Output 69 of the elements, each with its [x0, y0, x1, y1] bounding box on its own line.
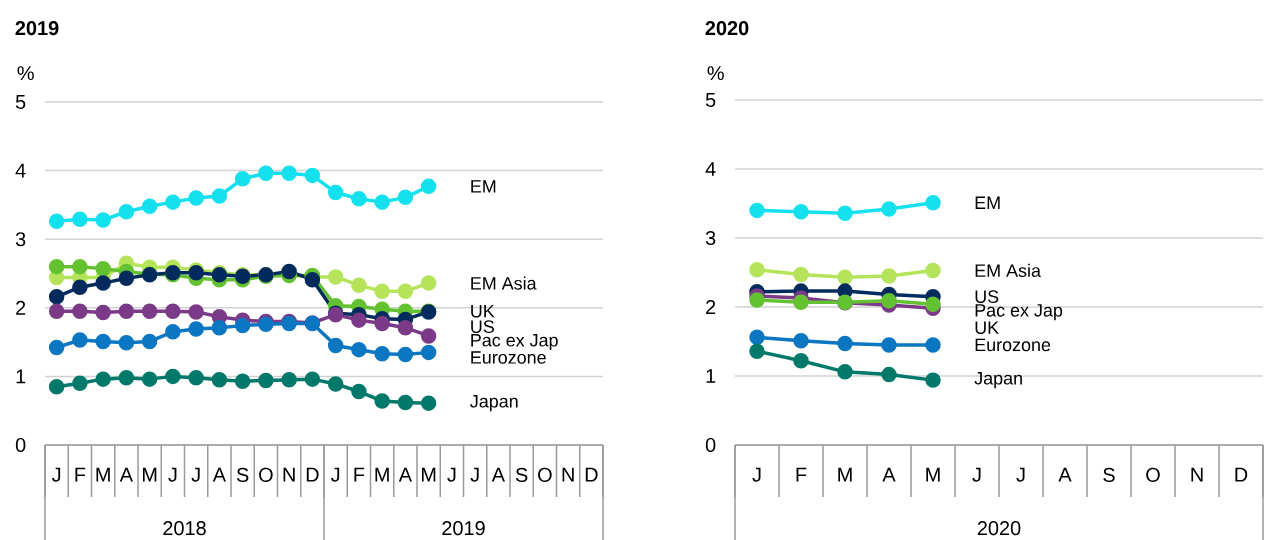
text: US: [975, 290, 999, 303]
x-tick-label: M: [926, 467, 940, 482]
x-tick-label: D: [1235, 467, 1248, 482]
text: EM Asia: [471, 276, 537, 290]
x-tick-label: M: [838, 467, 852, 482]
series-label: Japan: [974, 372, 1022, 389]
x-tick-label: J: [191, 467, 200, 482]
x-tick-label: J: [972, 467, 981, 482]
x-tick-label: F: [75, 467, 86, 482]
text: 2018: [163, 521, 206, 536]
x-tick-label: N: [562, 467, 574, 482]
y-tick-label: 0: [705, 437, 716, 453]
y-tick-label: 3: [15, 232, 26, 247]
x-tick-label: S: [515, 467, 528, 482]
x-tick-label: S: [236, 467, 249, 482]
x-tick-label: A: [398, 467, 412, 482]
text: US: [471, 320, 494, 333]
x-tick-label: O: [1146, 467, 1160, 482]
y-tick-label: 5: [705, 93, 716, 107]
text: 2019: [442, 521, 485, 536]
x-tick-label: J: [1016, 467, 1025, 482]
y-tick-label: 4: [15, 163, 26, 178]
x-tick-label: J: [168, 467, 177, 482]
text: 2020: [977, 521, 1021, 536]
x-tick-label: M: [421, 467, 436, 482]
x-tick-label: S: [1103, 467, 1115, 482]
x-tick-label: D: [306, 467, 319, 482]
x-tick-label: F: [354, 467, 365, 482]
text: UK: [471, 304, 495, 318]
y-tick-label: 2: [16, 300, 26, 315]
x-tick-label: A: [882, 467, 896, 482]
x-tick-label: N: [283, 467, 295, 482]
y-tick-label: 0: [15, 437, 26, 453]
chart-title: 2020: [705, 21, 749, 36]
y-tick-label: 2: [706, 300, 716, 314]
text: Pac ex Jap: [471, 334, 558, 351]
x-tick-label: J: [470, 467, 479, 482]
x-tick-label: A: [212, 467, 226, 482]
text: Eurozone: [471, 351, 546, 364]
x-tick-label: A: [119, 467, 133, 482]
x-tick-label: J: [51, 467, 61, 482]
x-tick-label: O: [538, 467, 552, 482]
x-tick-label: M: [375, 467, 389, 482]
x-tick-label: J: [752, 467, 761, 482]
chart-title: 2019: [15, 21, 59, 36]
x-tick-label: O: [259, 467, 273, 482]
y-axis-title: %: [17, 66, 34, 81]
x-tick-label: A: [1058, 467, 1072, 482]
y-tick-label: 1: [16, 369, 26, 384]
x-tick-label: N: [1191, 467, 1203, 482]
y-tick-label: 3: [705, 230, 716, 246]
text: UK: [975, 321, 999, 334]
series-label: Japan: [470, 395, 518, 412]
text: EM Asia: [975, 263, 1041, 277]
x-tick-label: A: [491, 467, 505, 482]
text: EM: [471, 180, 496, 193]
y-tick-label: 1: [706, 369, 716, 383]
x-tick-label: D: [585, 467, 598, 482]
text: EM: [975, 196, 1000, 209]
x-tick-label: J: [330, 467, 340, 482]
y-axis-title: %: [707, 66, 724, 81]
y-tick-label: 4: [705, 162, 716, 176]
x-tick-label: J: [447, 467, 456, 482]
x-tick-label: F: [796, 467, 807, 482]
text: Pac ex Jap: [975, 304, 1063, 321]
x-tick-label: M: [96, 467, 110, 482]
y-tick-label: 5: [15, 95, 26, 109]
text: Eurozone: [975, 338, 1051, 352]
x-tick-label: M: [142, 467, 157, 482]
